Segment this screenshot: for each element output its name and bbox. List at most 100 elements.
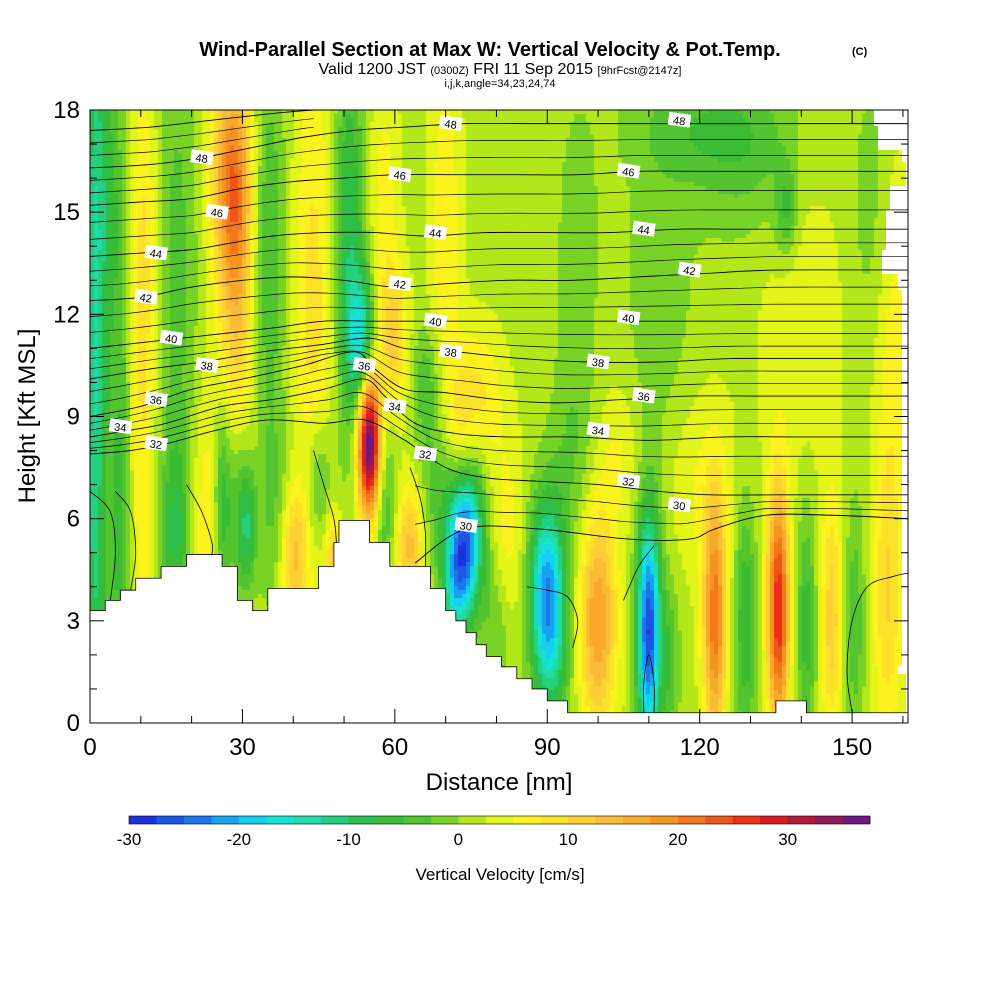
velocity-cell	[182, 162, 194, 166]
velocity-cell	[162, 274, 170, 278]
velocity-cell	[406, 398, 414, 402]
velocity-cell	[186, 394, 194, 398]
velocity-cell	[158, 370, 162, 374]
velocity-cell	[326, 274, 330, 278]
velocity-cell	[278, 226, 286, 230]
velocity-cell	[434, 382, 438, 386]
velocity-cell	[106, 314, 114, 318]
velocity-cell	[226, 246, 230, 250]
velocity-cell	[222, 218, 226, 222]
velocity-cell	[130, 182, 134, 186]
velocity-cell	[126, 274, 130, 278]
velocity-cell	[238, 198, 242, 202]
velocity-cell	[370, 326, 374, 330]
velocity-cell	[690, 286, 766, 290]
velocity-cell	[638, 370, 678, 374]
velocity-cell	[794, 210, 798, 214]
velocity-cell	[414, 414, 418, 418]
velocity-cell	[322, 298, 326, 302]
velocity-cell	[110, 406, 126, 410]
velocity-cell	[326, 218, 330, 222]
velocity-cell	[214, 174, 218, 178]
velocity-cell	[162, 202, 170, 206]
velocity-cell	[806, 222, 834, 226]
velocity-cell	[306, 318, 322, 322]
velocity-cell	[250, 154, 254, 158]
velocity-cell	[118, 234, 122, 238]
velocity-cell	[842, 386, 870, 390]
velocity-cell	[106, 222, 110, 226]
velocity-cell	[450, 114, 462, 118]
velocity-cell	[98, 218, 106, 222]
velocity-cell	[286, 294, 290, 298]
velocity-cell	[114, 166, 122, 170]
velocity-cell	[326, 174, 330, 178]
velocity-cell	[402, 126, 426, 130]
velocity-cell	[566, 150, 594, 154]
velocity-cell	[286, 414, 294, 418]
velocity-cell	[350, 294, 362, 298]
velocity-cell	[126, 358, 130, 362]
velocity-cell	[286, 194, 290, 198]
velocity-cell	[290, 174, 298, 178]
velocity-cell	[466, 186, 562, 190]
velocity-cell	[342, 390, 346, 394]
velocity-cell	[242, 258, 246, 262]
velocity-cell	[414, 402, 418, 406]
velocity-cell	[286, 298, 290, 302]
velocity-cell	[326, 338, 334, 342]
velocity-cell	[366, 166, 370, 170]
velocity-cell	[438, 310, 458, 314]
velocity-cell	[246, 290, 250, 294]
velocity-cell	[126, 410, 130, 414]
velocity-cell	[366, 134, 370, 138]
velocity-cell	[374, 330, 378, 334]
velocity-cell	[114, 158, 122, 162]
velocity-cell	[290, 330, 298, 334]
velocity-cell	[798, 246, 838, 250]
velocity-cell	[90, 250, 94, 254]
velocity-cell	[878, 314, 886, 318]
velocity-cell	[458, 310, 494, 314]
velocity-cell	[274, 366, 282, 370]
velocity-cell	[518, 398, 550, 402]
velocity-cell	[338, 138, 346, 142]
velocity-cell	[130, 198, 134, 202]
velocity-cell	[554, 382, 594, 386]
velocity-cell	[882, 366, 902, 370]
velocity-cell	[838, 246, 858, 250]
velocity-cell	[438, 154, 454, 158]
velocity-cell	[254, 214, 258, 218]
velocity-cell	[502, 406, 518, 410]
velocity-cell	[558, 302, 594, 306]
velocity-cell	[158, 366, 162, 370]
velocity-cell	[146, 226, 154, 230]
velocity-cell	[222, 222, 226, 226]
velocity-cell	[282, 122, 294, 126]
velocity-cell	[394, 226, 406, 230]
velocity-cell	[782, 210, 790, 214]
velocity-cell	[134, 362, 138, 366]
velocity-cell	[126, 142, 130, 146]
velocity-cell	[366, 130, 370, 134]
velocity-cell	[330, 398, 338, 402]
velocity-cell	[594, 302, 630, 306]
velocity-cell	[282, 370, 290, 374]
velocity-cell	[306, 110, 322, 114]
velocity-cell	[378, 154, 390, 158]
velocity-cell	[466, 174, 562, 178]
velocity-cell	[366, 158, 370, 162]
velocity-cell	[886, 346, 902, 350]
velocity-cell	[158, 262, 162, 266]
velocity-cell	[170, 330, 186, 334]
velocity-cell	[350, 114, 358, 118]
velocity-cell	[158, 346, 162, 350]
velocity-cell	[406, 366, 410, 370]
velocity-cell	[434, 274, 458, 278]
velocity-cell	[102, 378, 106, 382]
velocity-cell	[158, 226, 162, 230]
velocity-cell	[358, 234, 362, 238]
velocity-cell	[162, 242, 170, 246]
velocity-cell	[414, 386, 418, 390]
velocity-cell	[770, 226, 778, 230]
